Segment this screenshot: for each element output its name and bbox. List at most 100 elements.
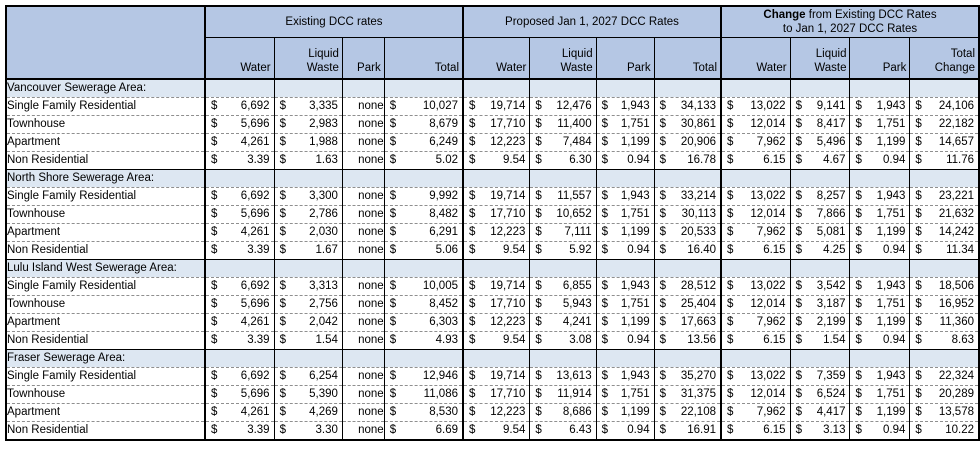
amount: 12,476: [556, 100, 592, 112]
money-value: $1,199: [597, 405, 654, 422]
amount: 7,962: [756, 406, 786, 418]
money-value: $5.02: [385, 153, 462, 170]
column-header-liquid-waste: Liquid Waste: [529, 37, 597, 80]
amount: 5,696: [240, 208, 270, 220]
money-value: $0.94: [851, 333, 909, 350]
cell-amount: $3.39: [203, 151, 275, 170]
currency-symbol: $: [389, 190, 397, 202]
currency-symbol: $: [535, 118, 542, 130]
dcc-rates-table: Existing DCC rates Proposed Jan 1, 2027 D…: [5, 5, 980, 441]
currency-symbol: $: [915, 388, 922, 400]
money-value: $3,300: [275, 189, 342, 206]
amount: 1,751: [620, 298, 650, 310]
cell-amount: $6.15: [719, 241, 791, 260]
money-value: $25,404: [655, 297, 720, 314]
section-empty-cell: [849, 259, 910, 278]
cell-amount: $6,692: [203, 187, 275, 206]
money-value: $0.94: [597, 333, 654, 350]
money-value: $12,014: [723, 207, 790, 224]
currency-symbol: $: [727, 244, 734, 256]
currency-symbol: $: [279, 190, 286, 202]
money-value: $1,199: [851, 225, 909, 242]
cell-amount: $6.43: [529, 421, 597, 440]
currency-symbol: $: [211, 118, 218, 130]
amount: 12,014: [750, 298, 786, 310]
cell-amount: $5.02: [383, 151, 463, 170]
amount: 1,943: [876, 190, 906, 202]
table-row: Non Residential $3.39 $1.63 none $5.02 $9.54 $…: [6, 151, 979, 170]
currency-symbol: $: [855, 100, 862, 112]
currency-symbol: $: [727, 208, 734, 220]
money-value: $1,199: [851, 315, 909, 332]
cell-amount: $6.15: [719, 331, 791, 350]
money-value: $6,692: [207, 189, 274, 206]
money-value: $7,111: [531, 225, 596, 242]
amount: 0.94: [627, 154, 650, 166]
cell-amount: $3,313: [273, 277, 343, 296]
currency-symbol: $: [727, 154, 734, 166]
money-value: $6,692: [207, 369, 274, 386]
cell-amount: $10,652: [529, 205, 597, 224]
currency-symbol: $: [855, 406, 862, 418]
money-value: $4,261: [207, 315, 274, 332]
currency-symbol: $: [279, 424, 286, 436]
amount: 1,751: [620, 208, 650, 220]
section-header-row: North Shore Sewerage Area:: [6, 169, 979, 188]
money-value: $13,578: [911, 405, 978, 422]
row-label: Single Family Residential: [6, 277, 206, 296]
currency-symbol: $: [855, 190, 862, 202]
amount: 9,141: [816, 100, 846, 112]
cell-amount: $22,324: [909, 367, 979, 386]
section-empty-cell: [789, 169, 850, 188]
currency-symbol: $: [659, 388, 667, 400]
amount: 23,221: [938, 190, 974, 202]
money-value: $22,324: [911, 369, 978, 386]
row-label: Apartment: [6, 223, 206, 242]
amount: 11,086: [423, 388, 458, 400]
currency-symbol: $: [727, 136, 734, 148]
money-value: $1,943: [851, 189, 909, 206]
table-row: Apartment $4,261 $1,988 none $6,249 $12,223 $7…: [6, 133, 979, 152]
cell-amount: $5,081: [789, 223, 850, 242]
amount: 35,270: [680, 370, 716, 382]
currency-symbol: $: [601, 190, 609, 202]
amount: 12,223: [490, 406, 526, 418]
table-row: Non Residential $3.39 $1.54 none $4.93 $9.54 $…: [6, 331, 979, 350]
section-empty-cell: [789, 78, 850, 98]
section-empty-cell: [341, 259, 385, 278]
amount: 1,751: [876, 118, 906, 130]
cell-amount: $13.56: [653, 331, 721, 350]
amount: 1,199: [876, 406, 906, 418]
money-value: $1,199: [597, 225, 654, 242]
section-empty-cell: [789, 349, 850, 368]
amount: 3.30: [315, 424, 338, 436]
column-header-water: Water: [719, 37, 791, 80]
currency-symbol: $: [535, 208, 542, 220]
cell-amount: $8,679: [383, 115, 463, 134]
cell-amount: $18,506: [909, 277, 979, 296]
amount: 4,241: [562, 316, 592, 328]
money-value: $16,952: [911, 297, 978, 314]
amount: 1,199: [620, 406, 650, 418]
row-label: Apartment: [6, 313, 206, 332]
money-value: $9.54: [465, 333, 529, 350]
money-value: $12,014: [723, 117, 790, 134]
money-value: $1,199: [597, 135, 654, 152]
money-value: $3.13: [791, 422, 849, 439]
money-value: $35,270: [655, 369, 720, 386]
money-value: $5,390: [275, 387, 342, 404]
money-value: $11,557: [531, 189, 596, 206]
cell-amount: $1,199: [595, 133, 655, 152]
section-empty-cell: [909, 349, 979, 368]
amount: 0.94: [883, 244, 906, 256]
cell-amount: $1,199: [849, 133, 910, 152]
money-value: $1,943: [597, 99, 654, 116]
currency-symbol: $: [915, 334, 922, 346]
money-value: $4.25: [791, 243, 849, 260]
money-value: $6,692: [207, 99, 274, 116]
cell-amount: $1,199: [595, 223, 655, 242]
money-value: $13,022: [723, 99, 790, 116]
money-value: $19,714: [465, 99, 529, 116]
amount: 20,533: [680, 226, 716, 238]
amount: 13,022: [750, 370, 786, 382]
